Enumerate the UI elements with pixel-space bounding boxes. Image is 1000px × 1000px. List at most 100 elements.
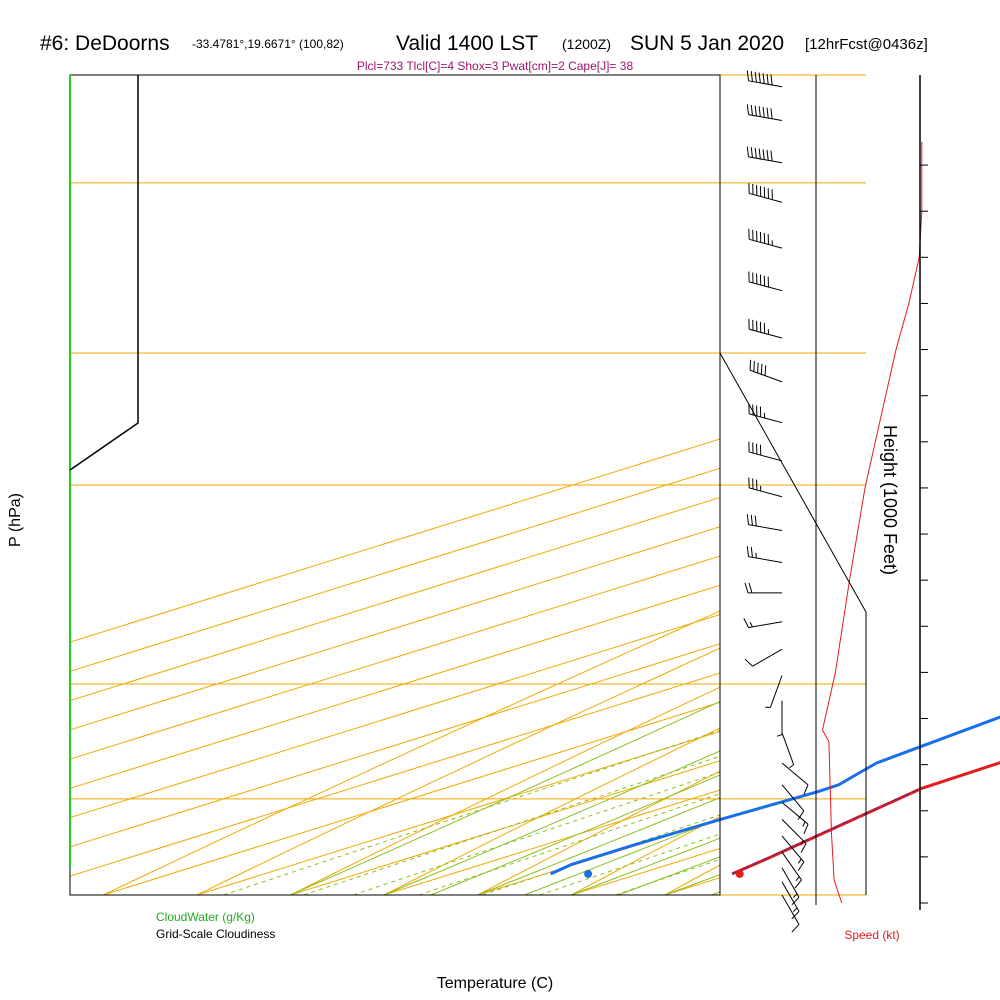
wind-barb	[746, 146, 783, 164]
wind-barb-staff	[749, 413, 783, 424]
wind-barb-flag	[750, 104, 753, 116]
wind-barb-staff	[749, 487, 783, 498]
mixing-ratio-line	[418, 793, 720, 895]
dewpoint-profile	[550, 715, 1000, 876]
wind-barb	[781, 784, 805, 820]
wind-barb-flag	[791, 924, 800, 933]
dry-adiabat-line	[992, 75, 1000, 924]
wind-barb-flag	[743, 618, 749, 628]
moist-adiabat-line	[710, 891, 720, 895]
wind-speed-profile	[821, 142, 923, 904]
wind-barb-staff	[781, 762, 809, 786]
wind-barb	[749, 359, 783, 383]
isotherm-line	[101, 701, 720, 895]
wind-barb-flag	[791, 910, 800, 920]
wind-barb	[746, 546, 783, 563]
wind-barb	[781, 732, 795, 769]
dry-adiabat-line	[476, 770, 720, 895]
wind-barb-half-flag	[802, 821, 806, 827]
wind-barb-flag	[754, 147, 757, 159]
parcel-profile	[731, 789, 918, 875]
valid-time: Valid 1400 LST	[396, 32, 538, 55]
wind-barb-staff	[781, 894, 800, 925]
isotherm-line	[70, 467, 720, 672]
wind-barb-staff	[749, 328, 783, 339]
wind-barb	[744, 648, 783, 667]
wind-barb	[781, 762, 809, 795]
wind-barb-staff	[748, 524, 783, 532]
wind-barb-flag	[766, 73, 769, 85]
wind-barb-flag	[762, 106, 765, 118]
wind-barb-flag	[797, 861, 805, 872]
station-coords: -33.4781°,19.6671° (100,82)	[192, 37, 344, 51]
mixing-ratio-line	[482, 814, 720, 895]
wind-barb-flag	[770, 74, 773, 86]
wind-barb-staff	[749, 238, 783, 249]
wind-barb-staff	[748, 556, 783, 563]
wind-barb	[781, 851, 802, 889]
isotherm-line	[663, 877, 720, 895]
moist-adiabat-line	[289, 700, 720, 895]
wind-barb-half-flag	[800, 840, 804, 846]
moist-adiabat-line	[523, 818, 720, 895]
wind-barb-staff	[781, 867, 800, 898]
wind-barb-staff	[781, 784, 805, 812]
wind-barb-flag	[748, 582, 753, 593]
dry-adiabat-line	[897, 75, 1000, 924]
dry-adiabat-line	[382, 727, 720, 895]
isotherm-line	[195, 730, 720, 895]
wind-barb	[746, 514, 783, 532]
wind-barb-flag	[746, 546, 750, 557]
wind-barb-flag	[744, 582, 749, 593]
wind-barb-half-flag	[797, 858, 802, 864]
station-title: #6: DeDoorns	[40, 32, 170, 55]
wind-barb-half-flag	[776, 734, 783, 737]
wind-barb-half-flag	[749, 622, 753, 628]
wind-barb	[748, 477, 783, 498]
wind-barb-flag	[803, 823, 809, 834]
wind-barb-flag	[744, 658, 753, 667]
wind-barb	[748, 228, 783, 249]
wind-barb-flag	[750, 147, 753, 158]
wind-barb-half-flag	[755, 552, 757, 559]
dry-adiabat-line	[195, 647, 720, 895]
moist-adiabat-line	[569, 837, 720, 895]
wind-barb-staff	[748, 621, 783, 629]
wind-barb-staff	[781, 851, 802, 881]
wind-barb-flag	[760, 363, 763, 375]
wind-barb	[781, 894, 800, 933]
wind-barb-flag	[764, 365, 767, 376]
isotherm-line	[70, 643, 720, 848]
speed-axis-label: Speed (kt)	[844, 928, 899, 942]
wind-barb	[781, 867, 800, 906]
x-axis-label: Temperature (C)	[437, 975, 553, 992]
forecast-label: [12hrFcst@0436z]	[805, 36, 928, 53]
wind-barb	[746, 70, 783, 88]
wind-barb-flag	[754, 71, 757, 83]
grid-lines	[70, 51, 1000, 924]
wind-barb-flag	[762, 149, 765, 160]
moist-adiabat-line	[382, 750, 720, 895]
wind-barb	[781, 819, 807, 853]
wind-barb-staff	[769, 675, 783, 708]
wind-barb-flag	[791, 896, 800, 906]
height-axis-label: Height (1000 Feet)	[880, 425, 900, 575]
wind-barb-staff	[781, 835, 805, 863]
wind-barb-staff	[781, 881, 800, 912]
isotherm-line	[666, 51, 1000, 924]
dry-adiabat-line	[102, 610, 720, 895]
wind-barb-flag	[754, 105, 757, 117]
isotherm-line	[70, 438, 720, 643]
wind-barb-flag	[750, 71, 753, 82]
cloudwater-label: CloudWater (g/Kg)	[156, 910, 255, 924]
cloudiness-profile	[69, 75, 139, 471]
wind-barb-half-flag	[793, 893, 798, 898]
wind-barb-flag	[746, 70, 750, 81]
wind-barb-staff	[749, 192, 783, 203]
wind-barb-flag	[803, 784, 809, 795]
wind-barb-flag	[766, 107, 769, 119]
wind-barb	[748, 271, 783, 292]
wind-barb-flag	[758, 106, 761, 117]
isotherm-line	[70, 584, 720, 789]
